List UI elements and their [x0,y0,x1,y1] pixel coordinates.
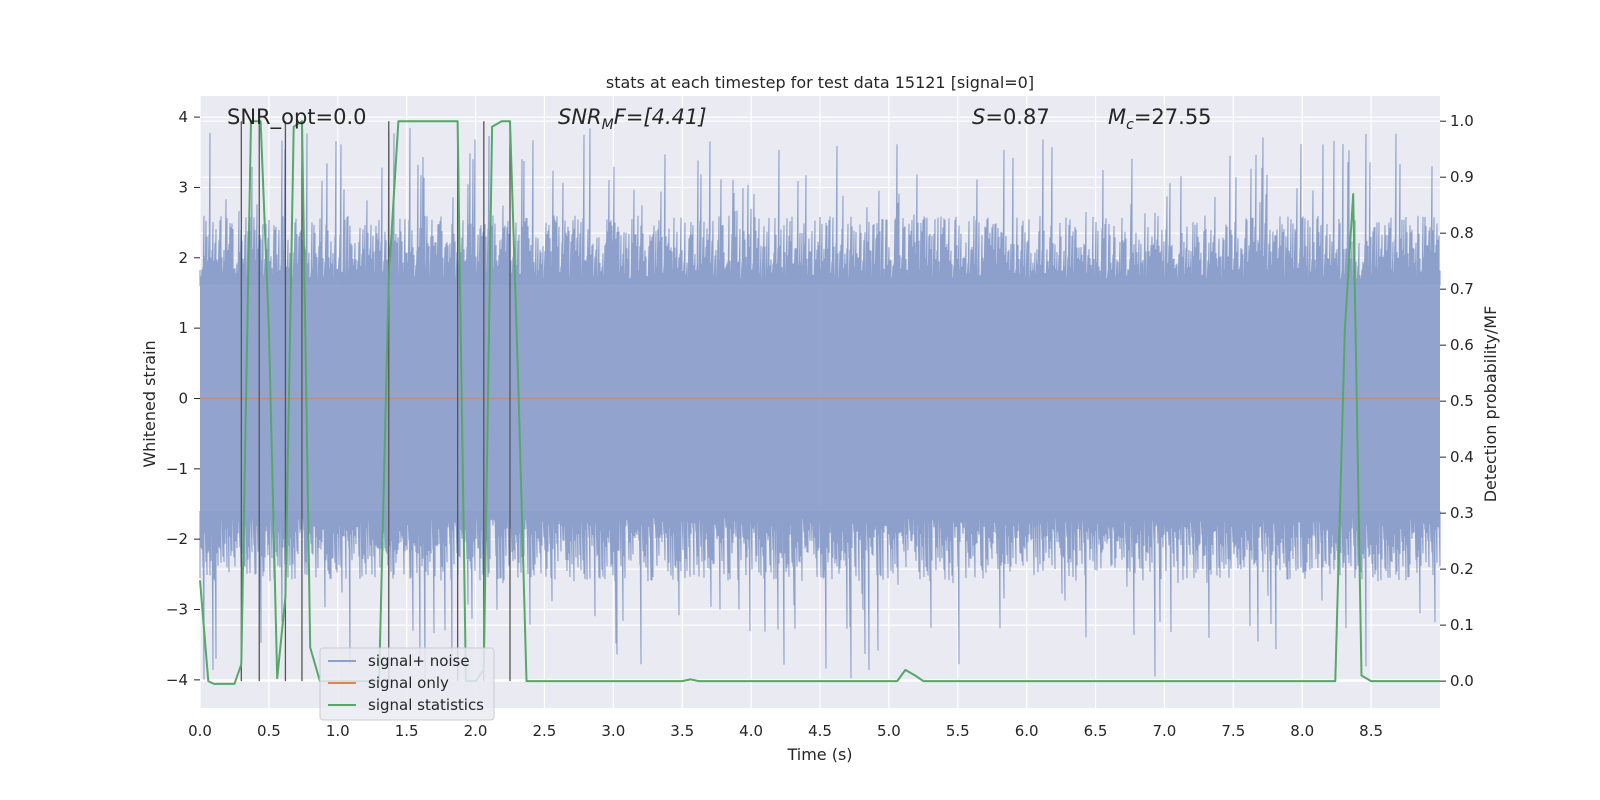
x-tick-label-5: 2.5 [533,722,557,740]
x-tick-label-7: 3.5 [670,722,694,740]
y2-tick-label-8: 0.2 [1450,560,1474,578]
y-tick-label-7: −3 [166,601,188,619]
x-tick-label-10: 5.0 [877,722,901,740]
y2-tick-label-4: 0.6 [1450,336,1474,354]
legend-box [319,647,495,721]
x-tick-label-12: 6.0 [1015,722,1039,740]
mc-sub: c [1126,117,1134,133]
x-tick-label-15: 7.5 [1221,722,1245,740]
y2-tick-label-0: 1.0 [1450,112,1474,130]
s-rest: =0.87 [985,105,1049,129]
y2-tick-label-1: 0.9 [1450,168,1474,186]
legend-label-statistics: signal statistics [368,696,484,714]
y-axis-label: Whitened strain [140,340,159,467]
y2-axis-label: Detection probability/MF [1481,306,1500,503]
snr-mf-sub: M [602,117,614,133]
y-tick-label-2: 2 [178,249,188,267]
legend-label-noise: signal+ noise [368,652,470,670]
annotation-mc: Mc=27.55 [1108,105,1212,133]
y-tick-label-4: 0 [178,389,188,407]
x-tick-label-16: 8.0 [1290,722,1314,740]
y-axis-ticks: 4 3 2 1 0 −1 −2 −3 −4 [166,108,200,689]
y2-tick-label-7: 0.3 [1450,504,1474,522]
mc-base: M [1108,105,1126,129]
x-tick-label-9: 4.5 [808,722,832,740]
y2-tick-label-3: 0.7 [1450,280,1474,298]
annotation-snr-opt: SNR_opt=0.0 [227,105,367,130]
snr-mf-rest: F=[4.41] [614,105,707,129]
y-tick-label-8: −4 [166,671,188,689]
x-tick-label-2: 1.0 [326,722,350,740]
annotation-s: S=0.87 [972,105,1050,129]
x-axis-ticks: 0.0 0.5 1.0 1.5 2.0 2.5 3.0 3.5 4.0 4.5 5.0 5.5 6.0 6… [188,722,1383,740]
legend-label-signal-only: signal only [368,674,449,692]
s-base: S [972,105,985,129]
snr-mf-base: SNR [558,105,602,129]
y-tick-label-1: 3 [178,178,188,196]
mc-rest: =27.55 [1134,105,1212,129]
legend: signal+ noise signal only signal statist… [319,647,495,721]
y2-tick-label-9: 0.1 [1450,616,1474,634]
x-tick-label-4: 2.0 [464,722,488,740]
x-tick-label-6: 3.0 [601,722,625,740]
x-tick-label-17: 8.5 [1359,722,1383,740]
x-tick-label-13: 6.5 [1084,722,1108,740]
x-tick-label-14: 7.0 [1153,722,1177,740]
detection-vlines [240,121,511,682]
y-tick-label-3: 1 [178,319,188,337]
x-axis-label: Time (s) [786,745,852,764]
x-tick-label-0: 0.0 [188,722,212,740]
y2-tick-label-2: 0.8 [1450,224,1474,242]
y-tick-label-5: −1 [166,460,188,478]
x-tick-label-11: 5.5 [946,722,970,740]
y2-tick-label-6: 0.4 [1450,448,1474,466]
chart-title: stats at each timestep for test data 151… [606,73,1034,92]
noise-upper-trace [199,127,1441,286]
annotation-snr-mf: SNRMF=[4.41] [558,105,707,133]
y-tick-label-6: −2 [166,530,188,548]
x-tick-label-3: 1.5 [395,722,419,740]
x-tick-label-1: 0.5 [257,722,281,740]
noise-lower-trace [199,510,1441,680]
y-tick-label-0: 4 [178,108,188,126]
y2-tick-label-5: 0.5 [1450,392,1474,410]
y2-tick-label-10: 0.0 [1450,672,1474,690]
plot-area [199,96,1441,708]
x-tick-label-8: 4.0 [739,722,763,740]
y2-axis-ticks: 1.0 0.9 0.8 0.7 0.6 0.5 0.4 0.3 0.2 0.1 0.0 [1440,112,1474,690]
